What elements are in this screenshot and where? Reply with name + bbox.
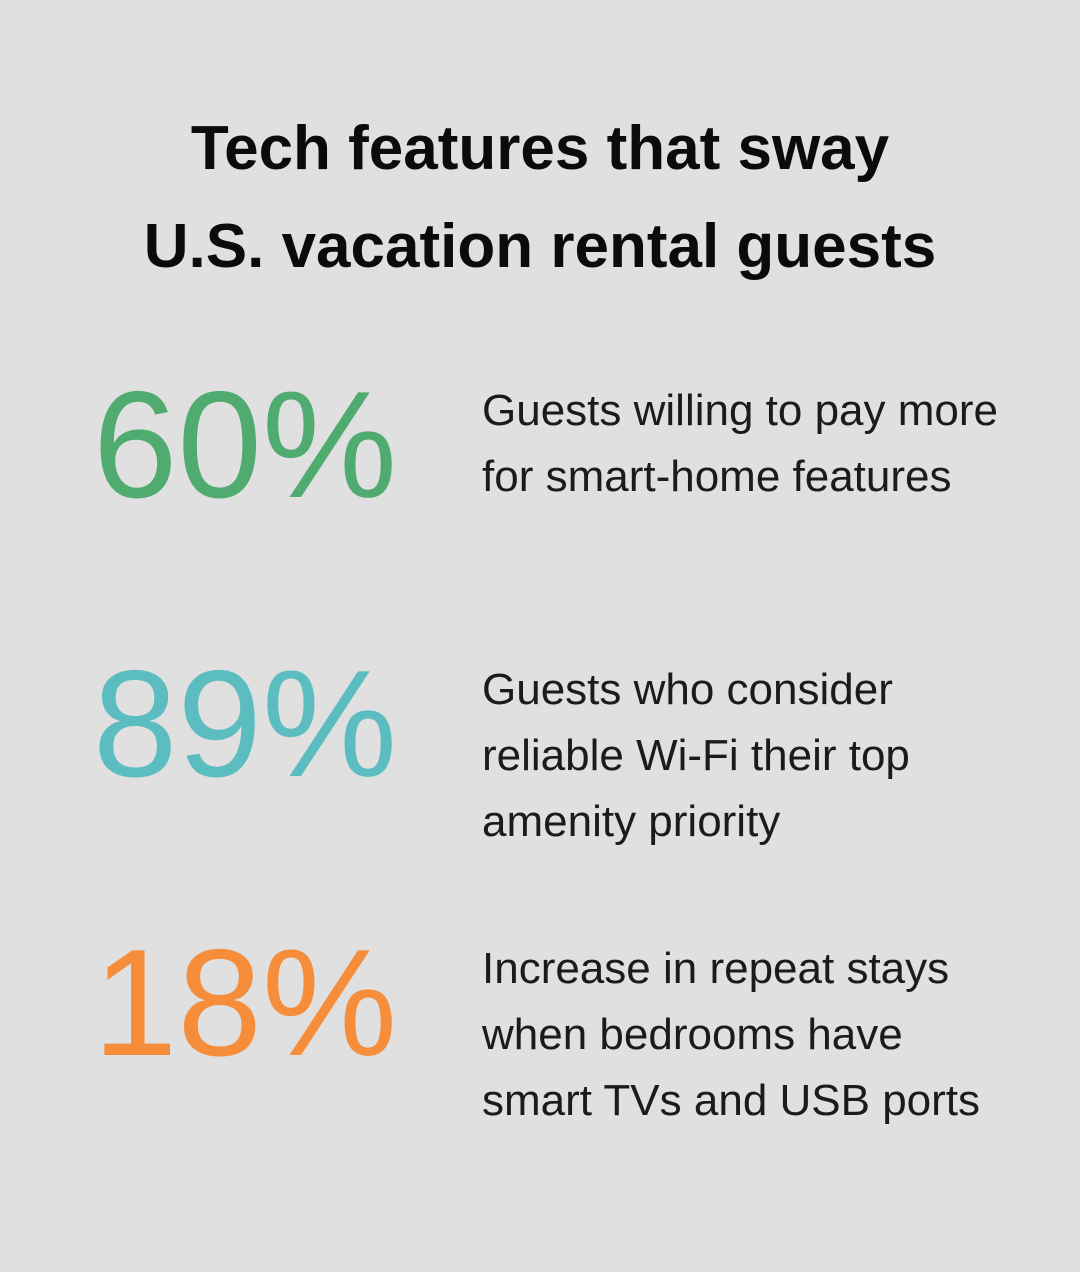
stat-description: Guests willing to pay more for smart-hom…: [482, 386, 998, 501]
stat-row: 60% Guests willing to pay more for smart-…: [0, 369, 1080, 657]
title-line: U.S. vacation rental guests: [143, 212, 937, 281]
stats-list: 60% Guests willing to pay more for smart-…: [0, 369, 1080, 1215]
stat-row: 18% Increase in repeat stays when bedroom…: [0, 927, 1080, 1215]
stat-description: Guests who consider reliable Wi-Fi their…: [482, 665, 910, 846]
stat-value: 89%: [92, 639, 398, 809]
stat-value: 60%: [92, 360, 398, 530]
stat-row: 89% Guests who consider reliable Wi-Fi th…: [0, 648, 1080, 936]
title: Tech features that sway U.S. vacation re…: [0, 100, 1080, 296]
title-line: Tech features that sway: [190, 114, 890, 183]
stat-description: Increase in repeat stays when bedrooms h…: [482, 944, 981, 1125]
stat-value: 18%: [92, 918, 398, 1088]
